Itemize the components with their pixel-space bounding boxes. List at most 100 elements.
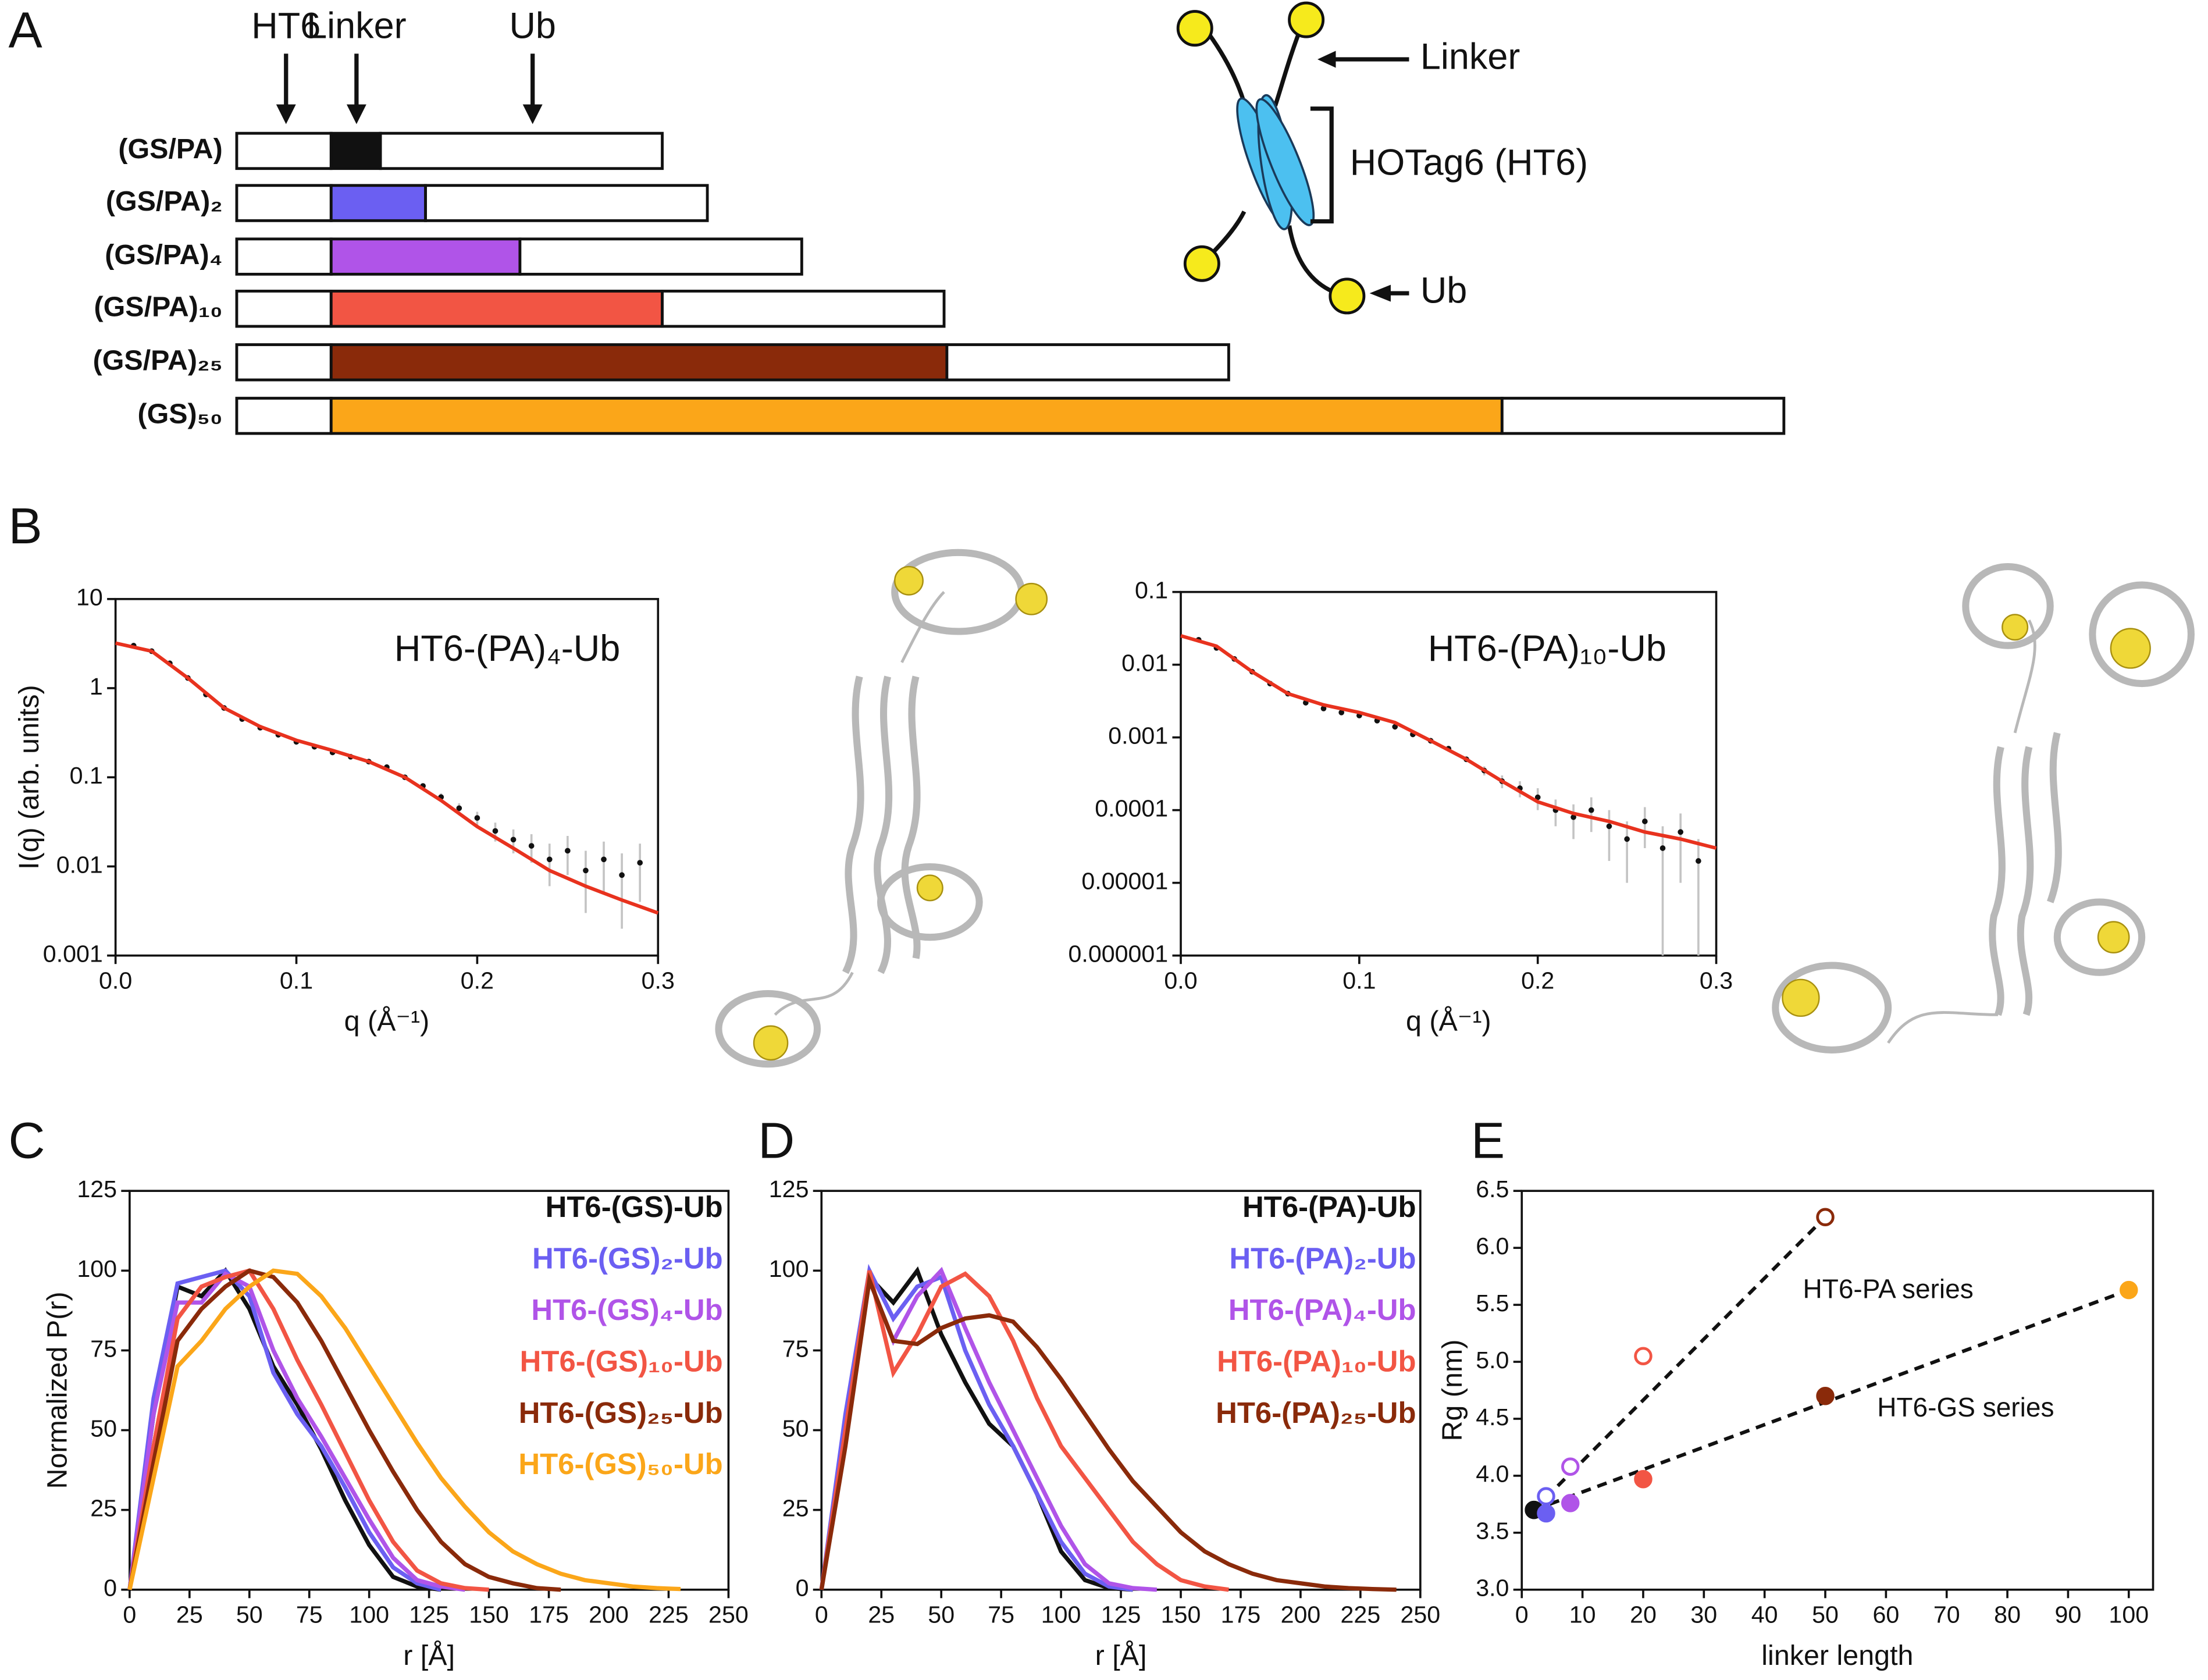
y-tick-label: 0.1 — [1135, 577, 1168, 604]
x-tick-label: 0.0 — [1164, 967, 1197, 994]
rg-point — [1561, 1494, 1580, 1512]
rg-point — [1537, 1487, 1555, 1505]
x-tick-label: 50 — [1812, 1601, 1839, 1628]
x-tick-label: 200 — [1281, 1601, 1321, 1628]
ub-domain — [1962, 563, 2054, 649]
x-tick-label: 150 — [1161, 1601, 1201, 1628]
data-point — [583, 867, 589, 874]
y-tick-label: 50 — [782, 1415, 809, 1441]
x-tick-label: 40 — [1751, 1601, 1778, 1628]
plot-frame — [1520, 1190, 2154, 1591]
data-point — [1588, 807, 1594, 813]
linker-segment — [329, 397, 1504, 435]
legend-entry: HT6-(GS)₂-Ub — [532, 1242, 723, 1275]
x-tick-label: 125 — [409, 1601, 449, 1628]
rg-point — [1537, 1504, 1555, 1523]
rg-point — [1816, 1387, 1835, 1405]
ub-domain — [2053, 898, 2146, 976]
x-tick-label: 0.3 — [1700, 967, 1733, 994]
ub-domain — [1176, 10, 1213, 47]
y-tick-label: 0.001 — [1108, 722, 1168, 749]
helix-bundle — [2047, 732, 2062, 903]
linker-strand — [1887, 620, 2036, 1044]
ub-segment — [379, 131, 664, 170]
data-point — [1659, 845, 1666, 851]
sphere — [1015, 582, 1048, 615]
y-tick-label: 75 — [90, 1335, 117, 1362]
plot-frame — [1180, 590, 1718, 957]
cartoon-label: HOTag6 (HT6) — [1350, 142, 1588, 183]
legend-entry: HT6-(PA)₄-Ub — [1228, 1293, 1416, 1326]
pr-line — [127, 1268, 561, 1592]
y-tick-label: 100 — [769, 1255, 809, 1282]
ub-segment — [1500, 397, 1786, 435]
data-point — [1534, 794, 1541, 800]
data-point — [565, 848, 571, 854]
legend-entry: HT6-(PA)₂-Ub — [1229, 1242, 1416, 1275]
y-tick-label: 5.0 — [1476, 1347, 1509, 1373]
y-tick-label: 0.001 — [43, 941, 103, 967]
x-tick-label: 50 — [928, 1601, 955, 1628]
y-tick-label: 0.1 — [70, 762, 103, 789]
cartoon-label: Ub — [1420, 270, 1468, 311]
ub-domain — [1329, 277, 1366, 315]
x-tick-label: 225 — [649, 1601, 689, 1628]
helix-bundle — [842, 675, 864, 974]
x-axis-label: r [Å] — [1095, 1640, 1147, 1671]
y-tick-label: 25 — [90, 1495, 117, 1522]
rg-point — [1816, 1208, 1835, 1226]
legend-entry: HT6-(PA)-Ub — [1242, 1190, 1416, 1223]
ht6-cartoon — [1176, 1, 1409, 315]
x-tick-label: 25 — [868, 1601, 895, 1628]
y-tick-label: 0.01 — [1121, 650, 1168, 677]
data-point — [601, 856, 607, 863]
y-axis-label: Normalized P(r) — [42, 1291, 73, 1489]
ub-domain — [2089, 581, 2195, 688]
linker-segment — [329, 237, 522, 276]
x-tick-label: 50 — [236, 1601, 263, 1628]
pr-line — [127, 1268, 442, 1592]
legend-entry: HT6-(GS)₁₀-Ub — [520, 1344, 723, 1378]
x-tick-label: 0.0 — [99, 967, 132, 994]
y-tick-label: 75 — [782, 1335, 809, 1362]
construct-label: (GS/PA)₂ — [106, 186, 223, 217]
x-tick-label: 0.2 — [1521, 967, 1554, 994]
x-tick-label: 175 — [1221, 1601, 1261, 1628]
sphere — [916, 874, 943, 902]
x-tick-label: 0.3 — [642, 967, 675, 994]
arrow-label: Linker — [307, 5, 407, 46]
y-tick-label: 125 — [77, 1176, 117, 1202]
ub-domain — [1183, 245, 1220, 282]
rg-point — [1634, 1347, 1653, 1365]
sphere — [753, 1025, 789, 1061]
x-tick-label: 80 — [1994, 1601, 2021, 1628]
ub-domain — [715, 990, 821, 1068]
helix-bundle — [2017, 746, 2034, 1016]
linker-segment — [329, 184, 428, 222]
ht6-segment — [235, 397, 333, 435]
ub-spheres — [753, 565, 2151, 1061]
x-tick-label: 250 — [708, 1601, 749, 1628]
rg-point — [1634, 1470, 1653, 1489]
y-tick-label: 0.00001 — [1081, 868, 1168, 895]
data-point — [1320, 706, 1327, 711]
pr-line — [127, 1271, 465, 1592]
x-tick-label: 90 — [2055, 1601, 2082, 1628]
x-axis-label: q (Å⁻¹) — [344, 1006, 430, 1037]
sphere — [894, 565, 924, 596]
data-point — [474, 815, 480, 821]
linker-segment — [329, 131, 382, 170]
x-tick-label: 0 — [815, 1601, 828, 1628]
ht6-segment — [235, 237, 333, 276]
ub-segment — [945, 343, 1230, 382]
arrow-label: Ub — [509, 5, 556, 46]
trend-line — [1533, 1288, 2129, 1512]
x-tick-label: 0 — [1515, 1601, 1529, 1628]
ub-domain — [1288, 1, 1325, 38]
x-axis-label: q (Å⁻¹) — [1406, 1006, 1491, 1037]
x-tick-label: 0.1 — [280, 967, 313, 994]
y-tick-label: 10 — [76, 584, 103, 611]
panel-label: C — [9, 1112, 45, 1169]
